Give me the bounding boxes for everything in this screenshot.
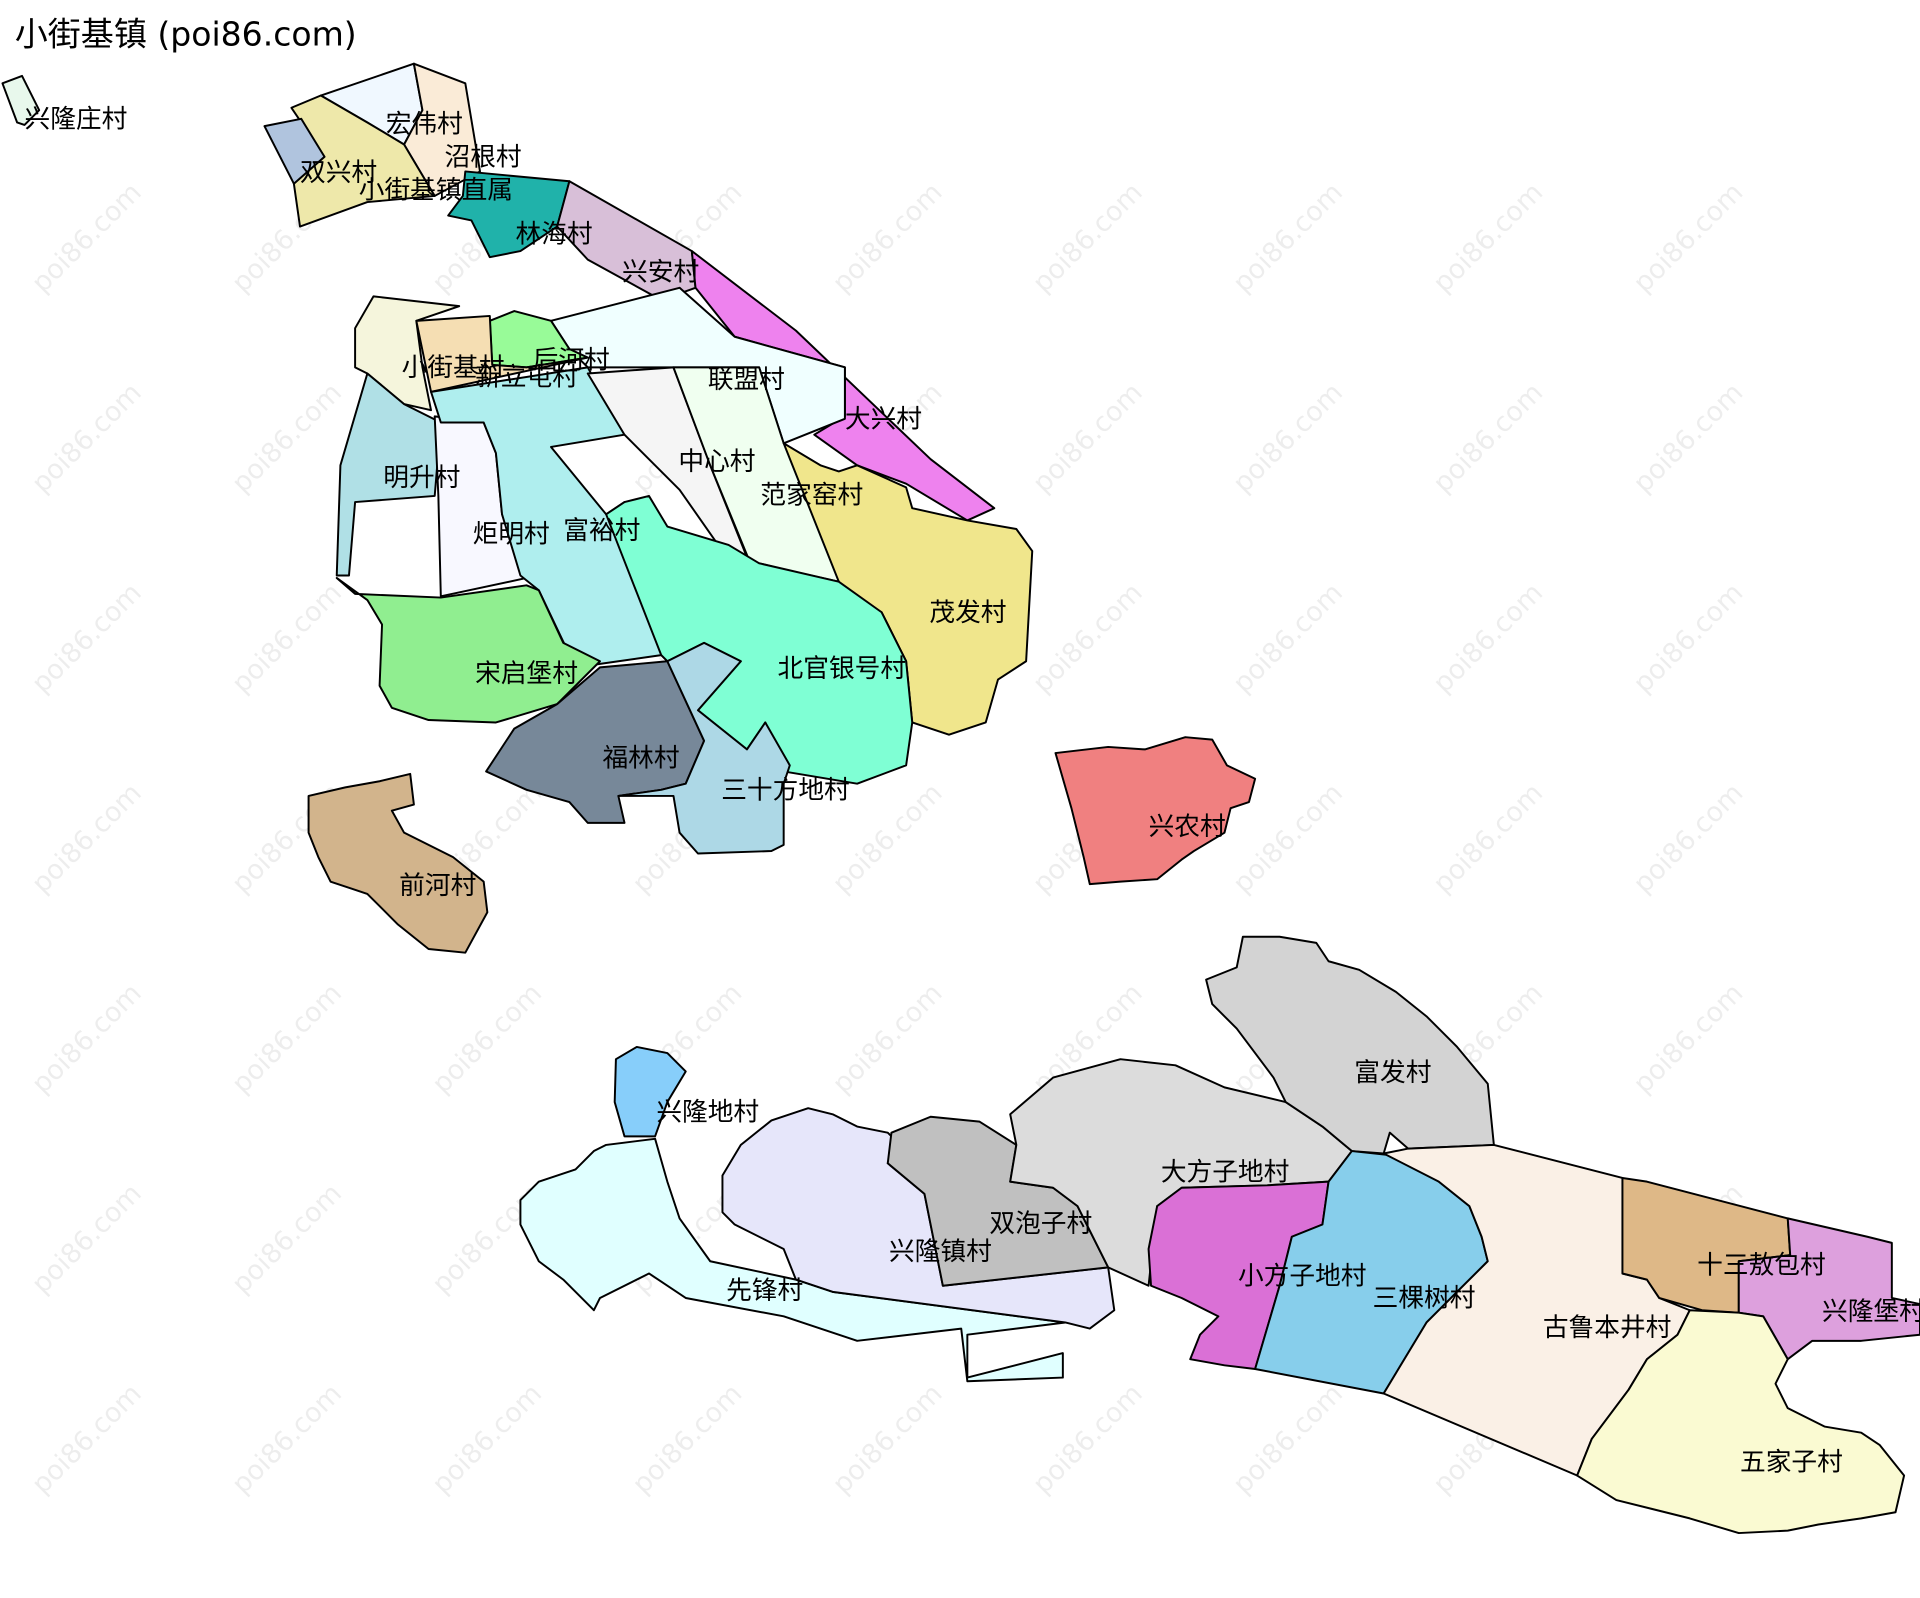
- watermark-text: poi86.com: [827, 177, 949, 299]
- watermark-text: poi86.com: [226, 978, 348, 1100]
- region-label: 茂发村: [929, 598, 1006, 628]
- watermark-text: poi86.com: [1628, 377, 1750, 499]
- watermark-text: poi86.com: [426, 978, 548, 1100]
- watermark-text: poi86.com: [1227, 177, 1349, 299]
- region-兴隆堡村: [1737, 1217, 1920, 1361]
- watermark-text: poi86.com: [1027, 1378, 1149, 1500]
- region-label: 福林村: [602, 744, 679, 774]
- watermark-text: poi86.com: [1628, 177, 1750, 299]
- region-label: 炬明村: [473, 519, 550, 549]
- region-label: 三棵树村: [1373, 1284, 1476, 1314]
- watermark-text: poi86.com: [1227, 577, 1349, 699]
- region-富发村: [1205, 935, 1495, 1155]
- region-label: 大方子地村: [1161, 1157, 1290, 1187]
- watermark-text: poi86.com: [26, 177, 148, 299]
- region-label: 富发村: [1354, 1058, 1431, 1088]
- region-label: 兴隆堡村: [1822, 1297, 1920, 1327]
- region-兴隆地村: [613, 1045, 687, 1138]
- watermark-text: poi86.com: [226, 1378, 348, 1500]
- region-label: 前河村: [399, 871, 476, 901]
- region-label: 联盟村: [708, 365, 785, 395]
- watermark-text: poi86.com: [1427, 177, 1549, 299]
- region-label: 兴隆庄村: [24, 104, 127, 134]
- watermark-text: poi86.com: [226, 1178, 348, 1300]
- watermark-text: poi86.com: [26, 577, 148, 699]
- region-label: 兴隆地村: [656, 1097, 759, 1127]
- watermark-text: poi86.com: [1427, 577, 1549, 699]
- region-label: 兴安村: [622, 257, 699, 287]
- watermark-text: poi86.com: [1628, 778, 1750, 900]
- watermark-text: poi86.com: [426, 1378, 548, 1500]
- region-label: 小街基镇直属: [359, 175, 513, 205]
- label-layer: 兴隆庄村 宏伟村 沼根村 双兴村 小街基镇直属 林海村 兴安村 大兴村 联盟村 …: [24, 104, 1920, 1477]
- watermark-text: poi86.com: [1027, 577, 1149, 699]
- region-label: 明升村: [383, 463, 460, 493]
- region-明升村: [335, 372, 442, 577]
- region-label: 富裕村: [563, 516, 640, 546]
- region-label: 五家子村: [1740, 1448, 1843, 1478]
- region-label: 后河村: [533, 346, 610, 376]
- region-label: 大兴村: [845, 404, 922, 434]
- watermark-text: poi86.com: [1427, 377, 1549, 499]
- region-前河村: [307, 772, 489, 954]
- watermark-text: poi86.com: [226, 377, 348, 499]
- region-小街基镇直属: [263, 117, 326, 185]
- region-label: 范家窑村: [760, 480, 863, 510]
- watermark-text: poi86.com: [1628, 577, 1750, 699]
- watermark-text: poi86.com: [1027, 177, 1149, 299]
- region-小方子地村: [1147, 1180, 1330, 1370]
- watermark-text: poi86.com: [26, 978, 148, 1100]
- map-title: 小街基镇 (poi86.com): [15, 14, 357, 53]
- region-label: 中心村: [678, 447, 755, 477]
- region-小街基村: [354, 295, 461, 412]
- region-label: 三十方地村: [721, 775, 850, 805]
- region-label: 宏伟村: [386, 109, 463, 139]
- watermark-text: poi86.com: [1628, 978, 1750, 1100]
- watermark-text: poi86.com: [1427, 778, 1549, 900]
- region-label: 十三敖包村: [1697, 1250, 1826, 1280]
- region-label: 兴隆镇村: [889, 1237, 992, 1267]
- region-label: 双泡子村: [989, 1209, 1092, 1239]
- region-兴隆庄村: [1, 74, 41, 126]
- region-兴农村: [1054, 736, 1257, 886]
- region-label: 双兴村: [300, 158, 377, 188]
- region-label: 小街基村: [402, 353, 505, 383]
- region-label: 宋启堡村: [475, 659, 578, 689]
- watermark-text: poi86.com: [26, 778, 148, 900]
- watermark-text: poi86.com: [827, 978, 949, 1100]
- region-label: 古鲁本井村: [1543, 1313, 1672, 1343]
- region-label: 沼根村: [444, 142, 521, 172]
- region-label: 新立屯村: [475, 363, 578, 393]
- watermark-text: poi86.com: [1227, 1378, 1349, 1500]
- region-label: 北官银号村: [778, 654, 907, 684]
- watermark-text: poi86.com: [26, 1178, 148, 1300]
- region-先锋村: [519, 1137, 1067, 1383]
- region-label: 林海村: [516, 219, 593, 249]
- region-layer: [1, 62, 1920, 1535]
- watermark-text: poi86.com: [1227, 377, 1349, 499]
- watermark-text: poi86.com: [626, 1378, 748, 1500]
- region-label: 先锋村: [726, 1276, 803, 1306]
- watermark-text: poi86.com: [1027, 377, 1149, 499]
- watermark-text: poi86.com: [26, 1378, 148, 1500]
- region-五家子村: [1576, 1309, 1906, 1535]
- watermark-text: poi86.com: [26, 377, 148, 499]
- region-label: 小方子地村: [1238, 1262, 1367, 1292]
- region-三十方地村: [617, 641, 791, 855]
- watermark-text: poi86.com: [827, 1378, 949, 1500]
- watermark-text: poi86.com: [226, 577, 348, 699]
- region-label: 兴农村: [1149, 812, 1226, 842]
